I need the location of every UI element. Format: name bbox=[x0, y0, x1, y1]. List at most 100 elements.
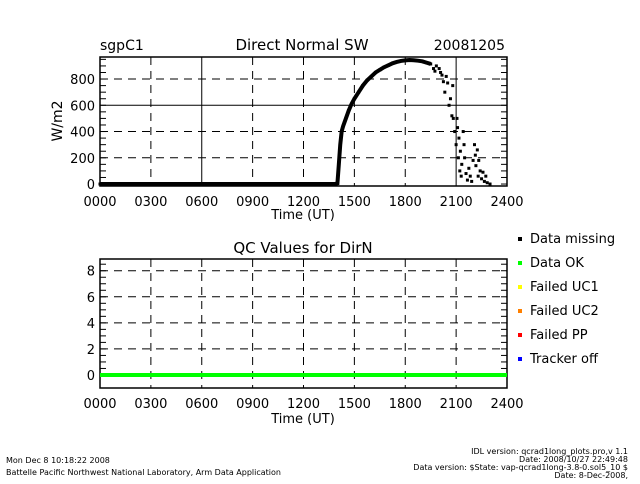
top-data-point bbox=[433, 69, 437, 73]
top-data-point bbox=[424, 61, 428, 65]
top-data-point bbox=[439, 70, 443, 74]
bottom-y-tick-label: 4 bbox=[87, 317, 95, 332]
top-data-point bbox=[454, 143, 458, 147]
top-y-tick-label: 200 bbox=[70, 152, 95, 167]
top-data-point bbox=[485, 181, 489, 185]
top-data-point bbox=[434, 64, 438, 68]
top-y-tick-label: 400 bbox=[70, 126, 95, 141]
top-data-point bbox=[357, 90, 361, 94]
top-data-point bbox=[347, 109, 351, 113]
top-data-point bbox=[457, 136, 461, 140]
legend-label: Data missing bbox=[530, 232, 615, 247]
top-data-point bbox=[474, 164, 478, 168]
top-data-point bbox=[448, 97, 452, 101]
footer-run-time: Mon Dec 8 10:18:22 2008 bbox=[6, 456, 110, 465]
footer-idl-date: Date: 2008/10/27 22:49:48 bbox=[519, 455, 628, 464]
legend-marker bbox=[518, 237, 522, 241]
top-data-point bbox=[420, 59, 424, 63]
top-y-axis-label: W/m2 bbox=[50, 100, 66, 141]
top-data-point bbox=[416, 59, 420, 63]
top-data-point bbox=[467, 166, 471, 170]
top-data-point bbox=[391, 61, 395, 65]
top-data-point bbox=[432, 67, 436, 71]
site-label: sgpC1 bbox=[100, 38, 144, 54]
top-data-point bbox=[437, 67, 441, 71]
top-data-point bbox=[378, 68, 382, 72]
top-data-point bbox=[465, 178, 469, 182]
top-data-point bbox=[166, 182, 170, 186]
top-data-point bbox=[352, 97, 356, 101]
top-data-point bbox=[365, 78, 369, 82]
footer-org: Battelle Pacific Northwest National Labo… bbox=[6, 468, 281, 477]
bottom-y-tick-label: 0 bbox=[87, 369, 95, 384]
bottom-y-tick-label: 8 bbox=[87, 265, 95, 280]
top-data-point bbox=[468, 174, 472, 178]
legend-marker bbox=[518, 333, 522, 337]
top-x-axis-label: Time (UT) bbox=[270, 208, 335, 223]
top-data-point bbox=[476, 174, 480, 178]
bottom-x-tick-label: 2400 bbox=[490, 397, 523, 412]
top-data-point bbox=[443, 90, 447, 94]
legend-marker bbox=[518, 357, 522, 361]
bottom-plot-frame bbox=[99, 258, 508, 389]
top-data-point bbox=[456, 126, 460, 130]
top-y-tick-label: 600 bbox=[70, 99, 95, 114]
footer-idl-version: IDL version: qcrad1long_plots.pro,v 1.1 bbox=[471, 447, 628, 456]
bottom-x-tick-label: 2100 bbox=[440, 397, 473, 412]
date-label: 20081205 bbox=[434, 38, 505, 54]
bottom-x-tick-label: 1800 bbox=[389, 397, 422, 412]
top-data-point bbox=[470, 179, 474, 183]
bottom-y-tick-label: 2 bbox=[87, 343, 95, 358]
top-data-point bbox=[481, 170, 485, 174]
top-data-point bbox=[412, 58, 416, 62]
bottom-x-tick-label: 0900 bbox=[236, 397, 269, 412]
legend-marker bbox=[518, 285, 522, 289]
top-data-point bbox=[333, 182, 337, 186]
top-data-point bbox=[341, 124, 345, 128]
top-data-point bbox=[480, 177, 484, 181]
top-data-point bbox=[399, 59, 403, 63]
top-data-point bbox=[447, 103, 451, 107]
top-data-point bbox=[350, 102, 354, 106]
top-x-tick-label: 0600 bbox=[185, 195, 218, 210]
top-chart-title: Direct Normal SW bbox=[235, 36, 368, 54]
top-data-point bbox=[440, 73, 444, 77]
top-x-tick-label: 2100 bbox=[440, 195, 473, 210]
legend-label: Failed PP bbox=[530, 328, 588, 343]
top-data-point bbox=[475, 148, 479, 152]
top-data-point bbox=[450, 114, 454, 118]
top-data-point bbox=[369, 74, 373, 78]
top-data-point bbox=[441, 80, 445, 84]
legend-label: Failed UC1 bbox=[530, 280, 599, 295]
top-data-point bbox=[451, 116, 455, 120]
top-data-point bbox=[285, 182, 289, 186]
top-x-tick-label: 1500 bbox=[338, 195, 371, 210]
top-data-point bbox=[478, 169, 482, 173]
footer-data-date: Date: 8-Dec-2008, bbox=[554, 471, 628, 480]
top-data-point bbox=[453, 130, 457, 134]
top-data-point bbox=[463, 156, 467, 160]
top-data-point bbox=[234, 182, 238, 186]
top-data-point bbox=[472, 143, 476, 147]
top-data-point bbox=[361, 84, 365, 88]
top-data-point bbox=[458, 169, 462, 173]
top-y-tick-label: 0 bbox=[87, 178, 95, 193]
top-data-point bbox=[488, 182, 492, 186]
top-x-tick-label: 0300 bbox=[134, 195, 167, 210]
top-x-tick-label: 0900 bbox=[236, 195, 269, 210]
top-x-tick-label: 0000 bbox=[83, 195, 116, 210]
top-data-point bbox=[395, 60, 399, 64]
top-data-point bbox=[446, 81, 450, 85]
bottom-x-tick-label: 0600 bbox=[185, 397, 218, 412]
top-data-point bbox=[251, 182, 255, 186]
top-data-point bbox=[344, 116, 348, 120]
footer-data-version: Data version: $State: vap-qcrad1long-3.8… bbox=[413, 463, 628, 472]
top-data-point bbox=[462, 143, 466, 147]
top-data-point bbox=[340, 130, 344, 134]
top-data-point bbox=[461, 130, 465, 134]
top-data-point bbox=[302, 182, 305, 186]
bottom-x-tick-label: 0000 bbox=[83, 397, 116, 412]
top-data-point bbox=[458, 149, 462, 153]
top-data-point bbox=[464, 172, 468, 176]
